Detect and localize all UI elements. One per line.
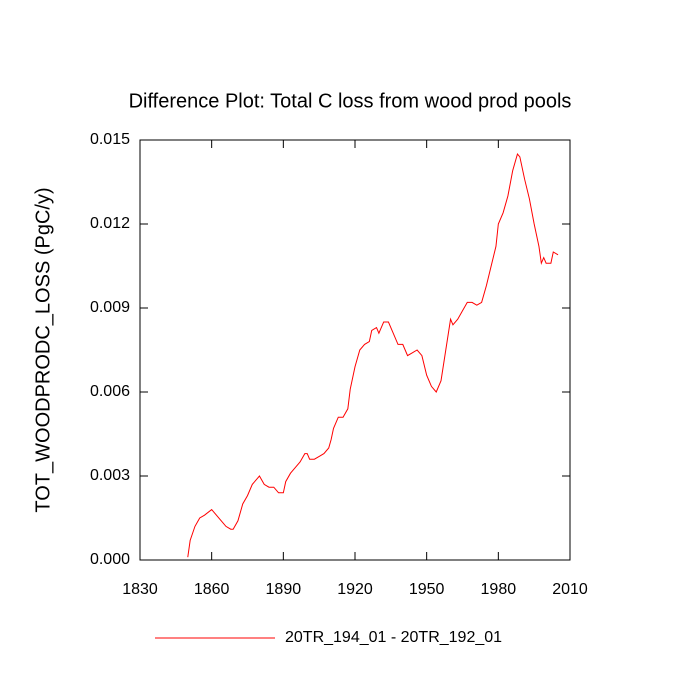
y-tick-label: 0.009	[90, 299, 130, 316]
y-tick-label: 0.012	[90, 215, 130, 232]
x-tick-label: 1980	[481, 581, 517, 598]
y-tick-label: 0.006	[90, 383, 130, 400]
chart-title: Difference Plot: Total C loss from wood …	[129, 90, 572, 112]
x-tick-label: 2010	[552, 581, 588, 598]
data-line	[187, 152, 559, 558]
y-tick-label: 0.000	[90, 551, 130, 568]
x-tick-label: 1920	[337, 581, 373, 598]
y-axis-label: TOT_WOODPRODC_LOSS (PgC/y)	[32, 187, 54, 512]
x-tick-label: 1950	[409, 581, 445, 598]
y-tick-label: 0.015	[90, 131, 130, 148]
x-tick-label: 1830	[122, 581, 158, 598]
legend-label: 20TR_194_01 - 20TR_192_01	[285, 629, 502, 646]
y-tick-label: 0.003	[90, 467, 130, 484]
x-tick-label: 1890	[266, 581, 302, 598]
x-tick-label: 1860	[194, 581, 230, 598]
